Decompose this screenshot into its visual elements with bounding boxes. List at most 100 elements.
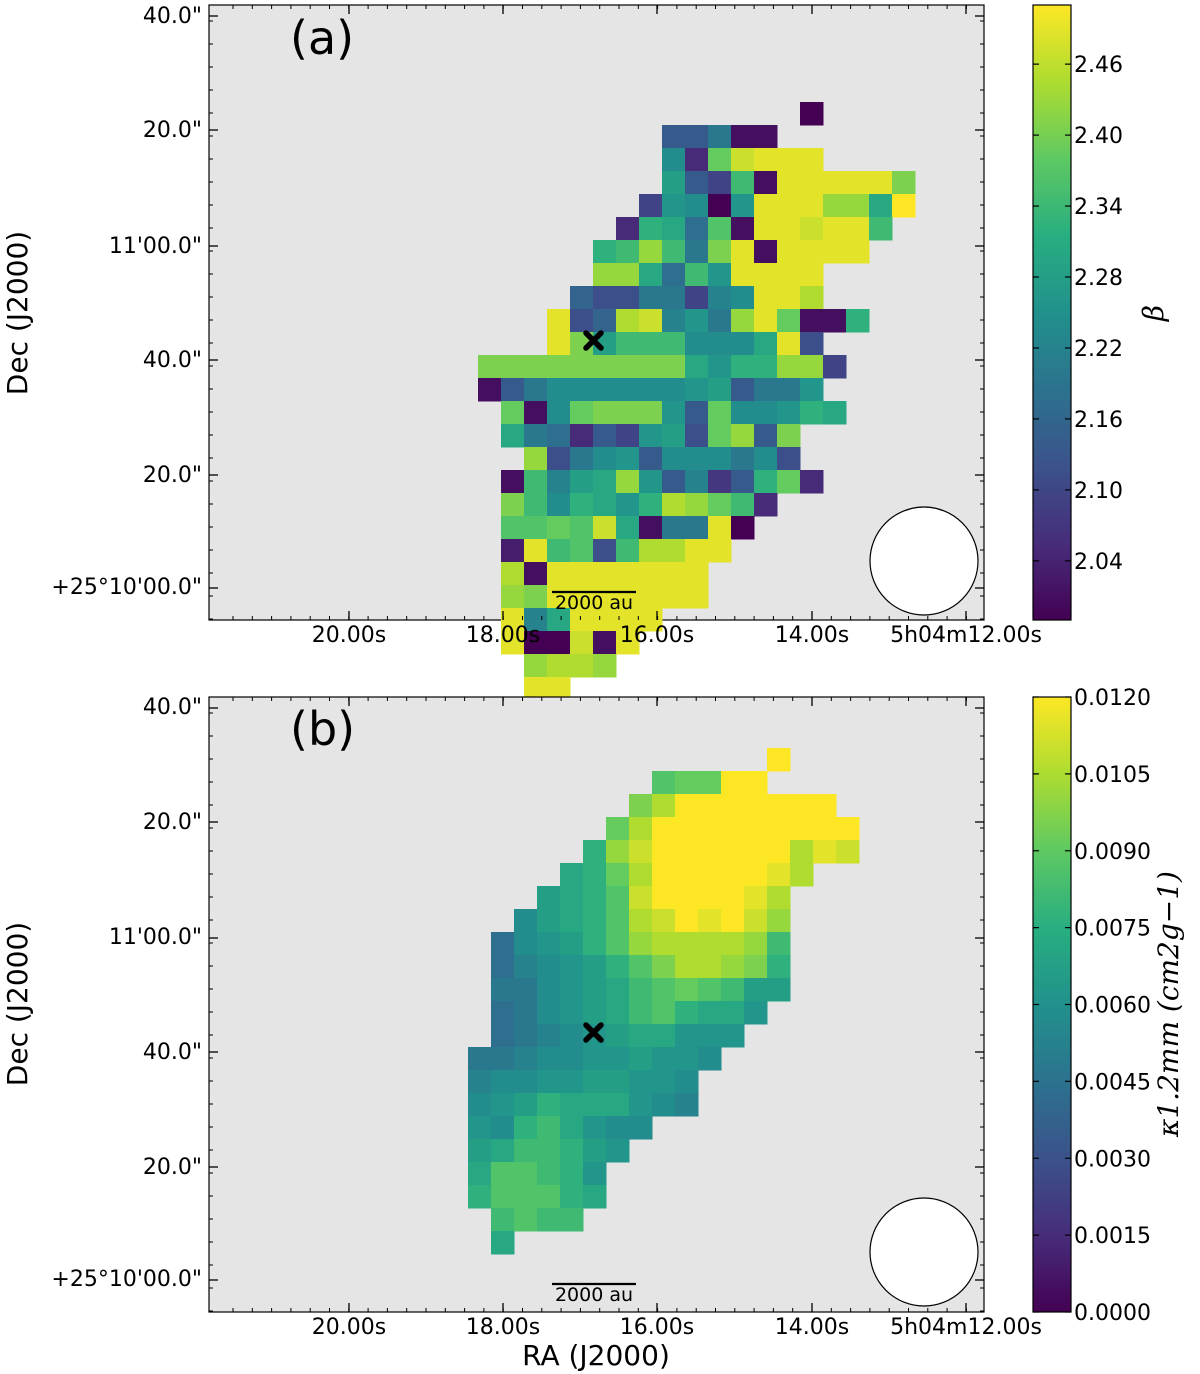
heatmap-pixel [616,263,640,287]
heatmap-pixel [639,309,663,333]
heatmap-pixel [570,654,594,678]
heatmap-pixel [767,794,791,818]
heatmap-pixel [537,1139,561,1163]
heatmap-pixel [560,1185,584,1209]
heatmap-pixel [491,1231,515,1255]
heatmap-pixel [846,240,870,264]
panel-b-beam [869,1197,979,1307]
heatmap-pixel [639,539,663,563]
heatmap-pixel [593,447,617,471]
panel-b-scalebar: 2000 au [552,1282,636,1306]
panel-a: 2000 au (a) 40.0" 20.0" 11'00.0" 40.0" 2… [1,4,1170,701]
colorbar-tick-label: 0.0000 [1074,1301,1151,1326]
heatmap-pixel [823,240,847,264]
heatmap-pixel [698,817,722,841]
panel-b-xtick-label: 16.00s [620,1315,694,1340]
heatmap-pixel [468,1047,492,1071]
heatmap-pixel [731,424,755,448]
heatmap-pixel [514,1093,538,1117]
heatmap-pixel [547,309,571,333]
heatmap-pixel [629,886,653,910]
heatmap-pixel [744,1001,768,1025]
panel-a-xtick-label: 16.00s [620,623,694,648]
heatmap-pixel [685,470,709,494]
heatmap-pixel [754,171,778,195]
heatmap-pixel [491,978,515,1002]
heatmap-pixel [652,978,676,1002]
panel-a-ytick-label: 40.0" [143,348,202,373]
heatmap-pixel [629,909,653,933]
heatmap-pixel [570,424,594,448]
heatmap-pixel [514,1208,538,1232]
heatmap-pixel [606,1001,630,1025]
panel-a-ytick-label: 20.0" [143,463,202,488]
heatmap-pixel [708,332,732,356]
panel-a-y-tick-labels: 40.0" 20.0" 11'00.0" 40.0" 20.0" +25°10'… [51,4,202,600]
panel-b-x-tick-labels: 20.00s 18.00s 16.00s 14.00s 5h04m12.00s [312,1315,1042,1340]
heatmap-pixel [823,401,847,425]
heatmap-pixel [491,1116,515,1140]
heatmap-pixel [652,863,676,887]
heatmap-pixel [629,1070,653,1094]
heatmap-pixel [721,909,745,933]
heatmap-pixel [593,263,617,287]
panel-b-label: (b) [290,702,355,756]
heatmap-pixel [606,1139,630,1163]
heatmap-pixel [616,332,640,356]
heatmap-pixel [698,863,722,887]
heatmap-pixel [606,840,630,864]
heatmap-pixel [524,631,548,655]
heatmap-pixel [721,1001,745,1025]
heatmap-pixel [547,355,571,379]
heatmap-pixel [547,378,571,402]
heatmap-pixel [685,539,709,563]
heatmap-pixel [813,840,837,864]
heatmap-pixel [560,1116,584,1140]
heatmap-pixel [593,470,617,494]
panel-a-colorbar-ticks: 2.04 2.10 2.16 2.22 2.28 2.34 2.40 2.46 [1033,53,1123,575]
heatmap-pixel [560,1162,584,1186]
heatmap-pixel [777,447,801,471]
heatmap-pixel [606,932,630,956]
heatmap-pixel [570,631,594,655]
heatmap-pixel [547,585,571,609]
heatmap-pixel [754,309,778,333]
panel-b-ytick-label: 20.0" [143,810,202,835]
colorbar-tick-label: 0.0060 [1074,994,1151,1019]
heatmap-pixel [813,817,837,841]
heatmap-pixel [754,194,778,218]
heatmap-pixel [652,909,676,933]
heatmap-pixel [524,355,548,379]
heatmap-pixel [616,286,640,310]
heatmap-pixel [754,125,778,149]
heatmap-pixel [537,886,561,910]
heatmap-pixel [754,401,778,425]
heatmap-pixel [583,1047,607,1071]
heatmap-pixel [731,217,755,241]
heatmap-pixel [685,125,709,149]
heatmap-pixel [583,1185,607,1209]
heatmap-pixel [652,932,676,956]
heatmap-pixel [767,932,791,956]
heatmap-pixel [629,863,653,887]
heatmap-pixel [616,562,640,586]
heatmap-pixel [514,909,538,933]
heatmap-pixel [685,194,709,218]
heatmap-pixel [652,817,676,841]
heatmap-pixel [685,401,709,425]
heatmap-pixel [708,171,732,195]
heatmap-pixel [491,1024,515,1048]
heatmap-pixel [708,516,732,540]
heatmap-pixel [744,863,768,887]
colorbar-tick-label: 0.0030 [1074,1147,1151,1172]
heatmap-pixel [570,401,594,425]
heatmap-pixel [583,1162,607,1186]
heatmap-pixel [514,1070,538,1094]
heatmap-pixel [790,840,814,864]
heatmap-pixel [662,194,686,218]
heatmap-pixel [652,1001,676,1025]
heatmap-pixel [583,1070,607,1094]
heatmap-pixel [616,539,640,563]
heatmap-pixel [570,493,594,517]
heatmap-pixel [570,286,594,310]
